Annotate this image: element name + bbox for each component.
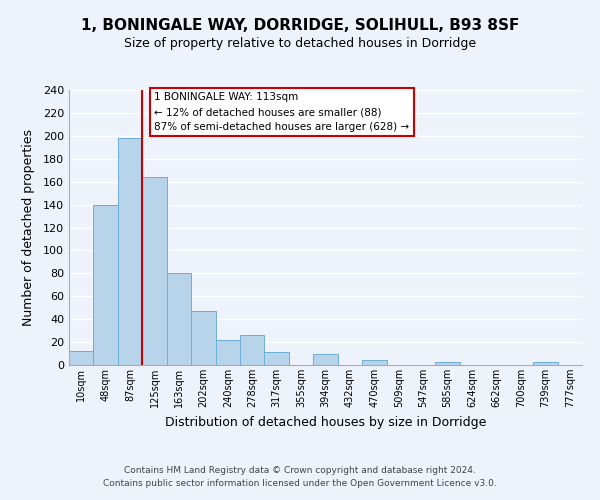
Bar <box>240 335 265 365</box>
Bar <box>191 311 215 365</box>
Bar <box>167 274 191 365</box>
Bar <box>215 340 240 365</box>
Bar <box>94 204 118 365</box>
Text: Size of property relative to detached houses in Dorridge: Size of property relative to detached ho… <box>124 38 476 51</box>
Bar <box>142 177 167 365</box>
X-axis label: Distribution of detached houses by size in Dorridge: Distribution of detached houses by size … <box>165 416 486 428</box>
Bar <box>118 138 142 365</box>
Bar <box>362 360 386 365</box>
Bar <box>265 352 289 365</box>
Bar <box>436 362 460 365</box>
Bar <box>69 351 94 365</box>
Bar <box>533 362 557 365</box>
Bar <box>313 354 338 365</box>
Text: Contains HM Land Registry data © Crown copyright and database right 2024.
Contai: Contains HM Land Registry data © Crown c… <box>103 466 497 487</box>
Y-axis label: Number of detached properties: Number of detached properties <box>22 129 35 326</box>
Text: 1 BONINGALE WAY: 113sqm
← 12% of detached houses are smaller (88)
87% of semi-de: 1 BONINGALE WAY: 113sqm ← 12% of detache… <box>155 92 410 132</box>
Text: 1, BONINGALE WAY, DORRIDGE, SOLIHULL, B93 8SF: 1, BONINGALE WAY, DORRIDGE, SOLIHULL, B9… <box>81 18 519 32</box>
